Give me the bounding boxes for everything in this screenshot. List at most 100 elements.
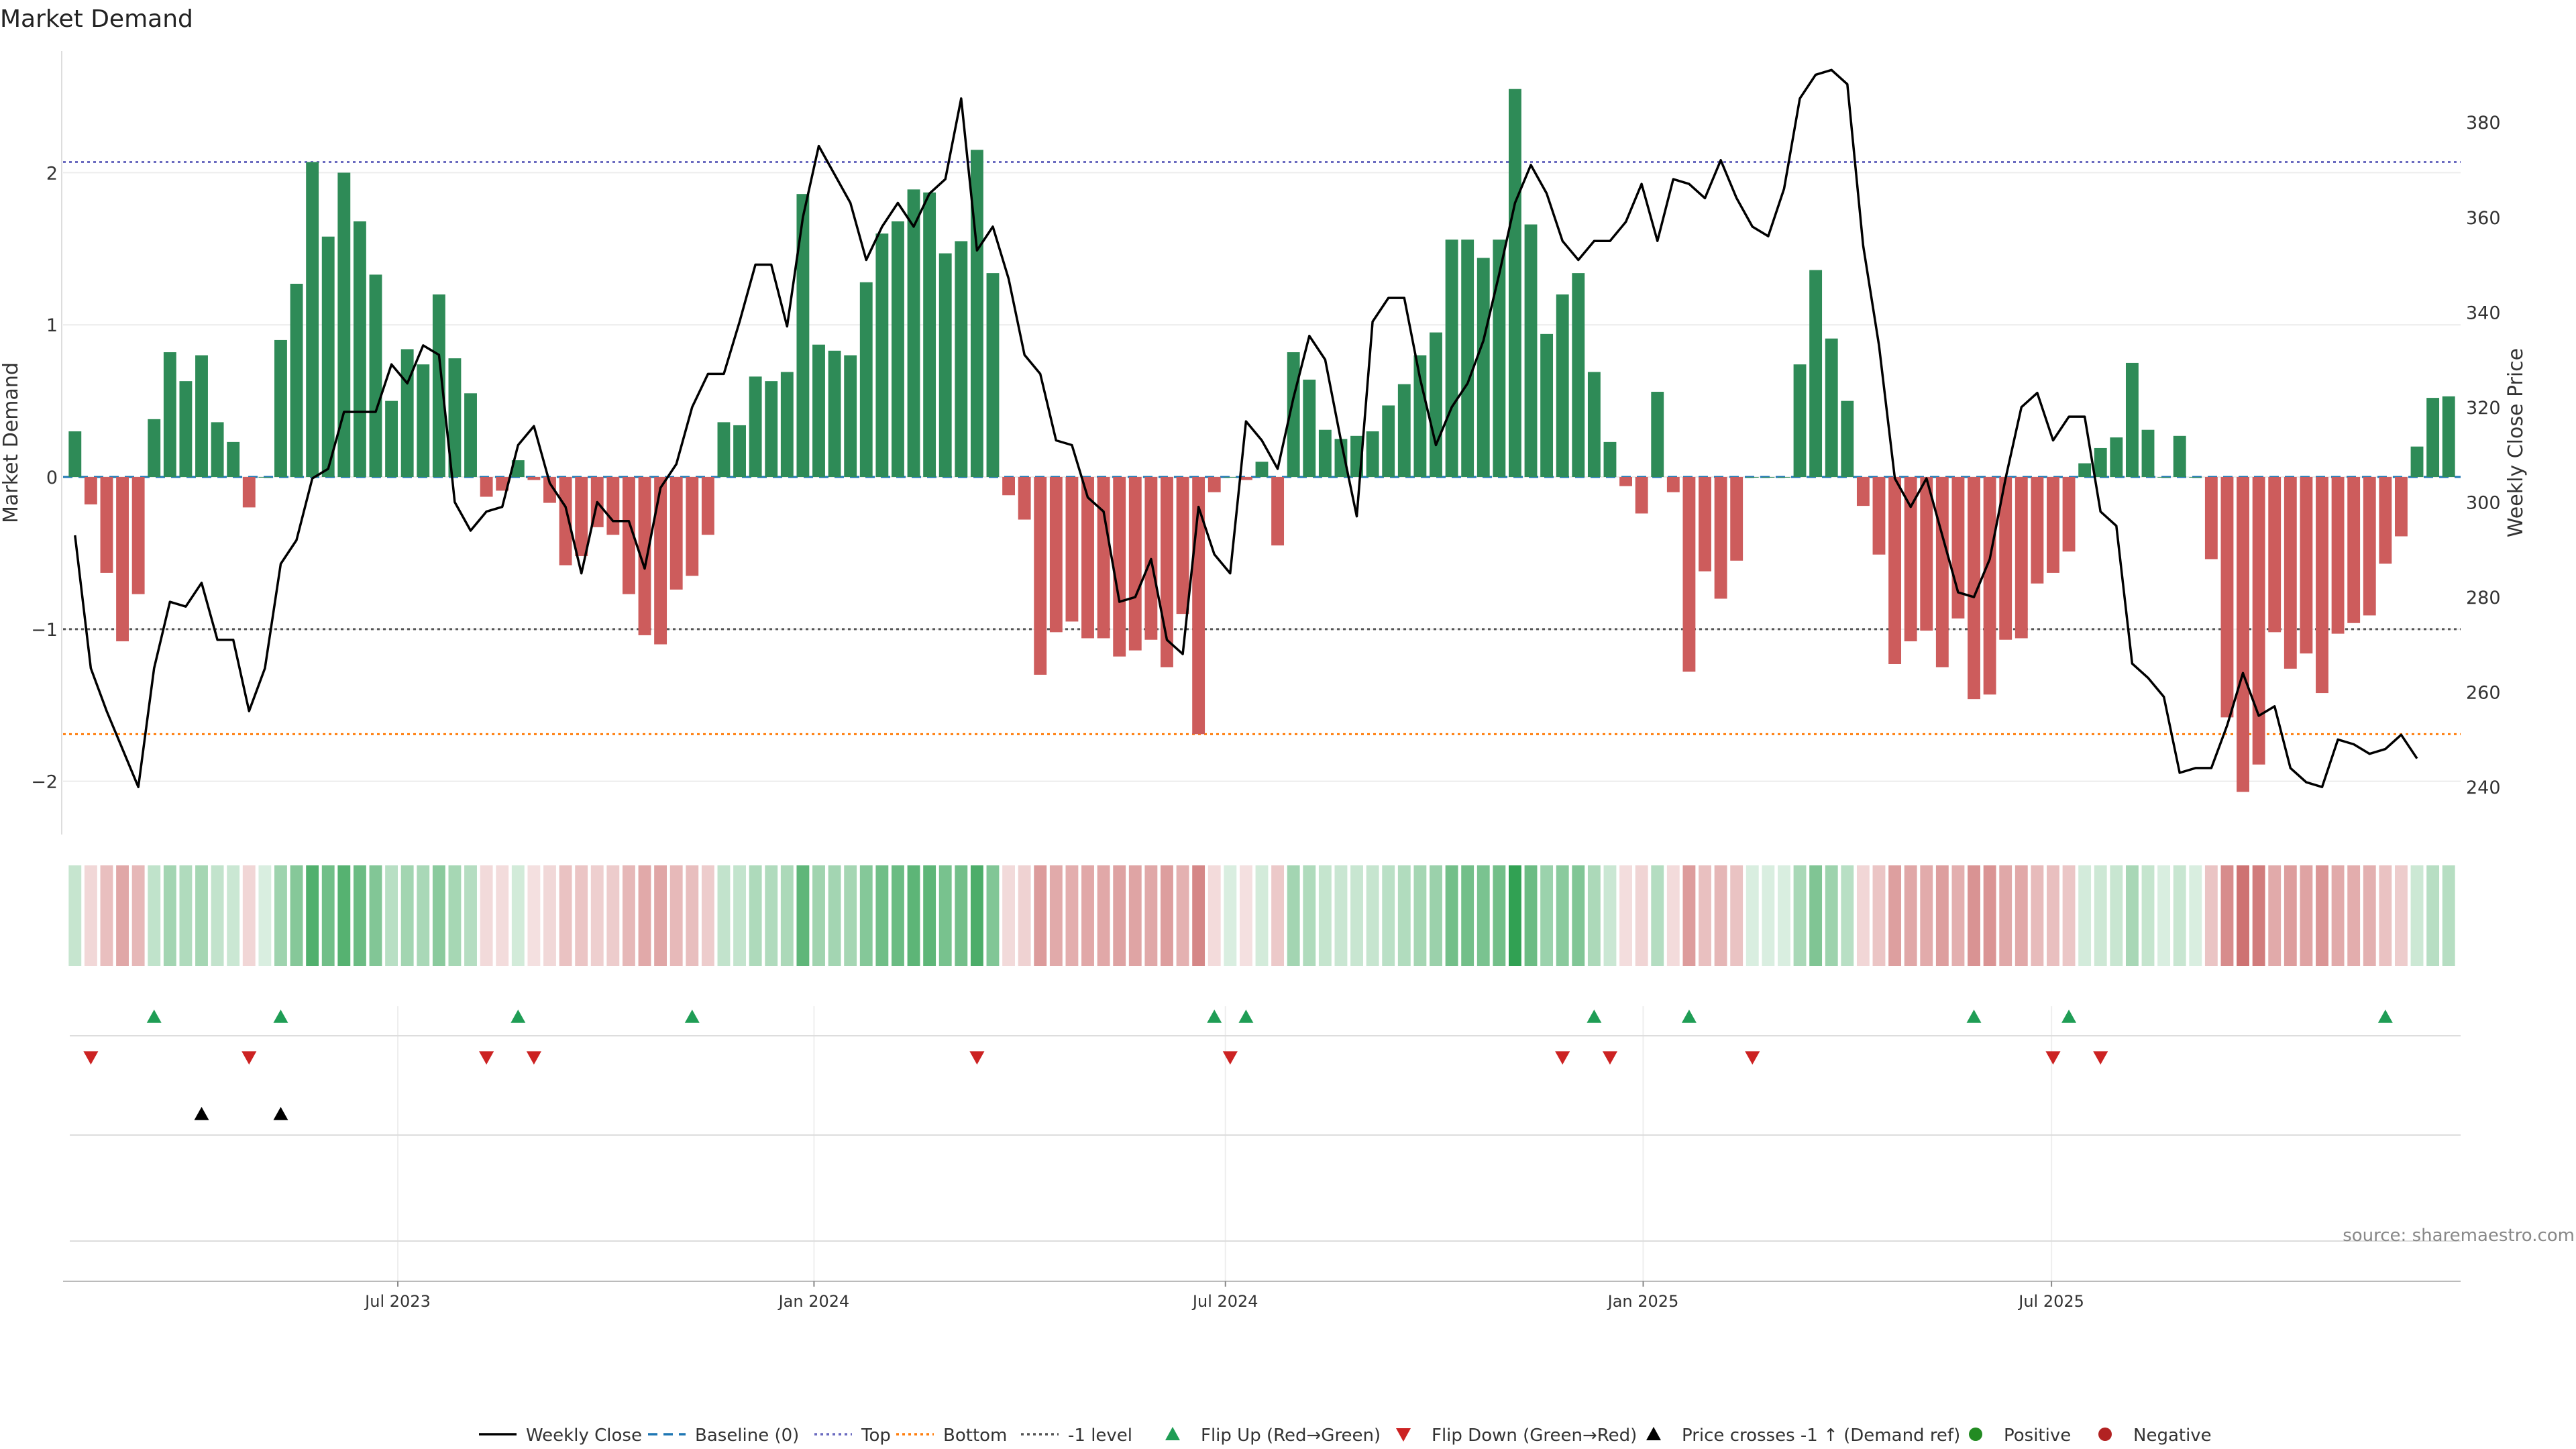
demand-bar — [559, 477, 572, 566]
demand-bar — [195, 355, 208, 478]
demand-bar — [227, 441, 240, 478]
demand-bar — [1524, 224, 1538, 478]
demand-bar — [2395, 477, 2408, 537]
heat-cell — [606, 865, 620, 966]
demand-bar — [2220, 477, 2234, 718]
demand-bar — [1951, 477, 1965, 619]
heat-cell — [1144, 865, 1158, 966]
demand-bar — [1809, 270, 1823, 478]
heat-cell — [1730, 865, 1743, 966]
heat-cell — [1128, 865, 1142, 966]
flip-down-marker — [83, 1051, 99, 1065]
heat-cell — [1904, 865, 1917, 966]
x-tick-label: Jan 2025 — [1607, 1292, 1679, 1311]
heat-cell — [1825, 865, 1838, 966]
demand-bar — [84, 477, 97, 504]
heat-cell — [211, 865, 224, 966]
heat-cell — [1271, 865, 1285, 966]
heat-cell — [1493, 865, 1506, 966]
demand-bar — [2157, 477, 2171, 478]
demand-bar — [511, 460, 525, 478]
demand-bar — [2442, 396, 2455, 478]
demand-bar — [1445, 239, 1458, 478]
heat-cell — [733, 865, 746, 966]
heat-cell — [1018, 865, 1031, 966]
flip-down-marker — [2093, 1051, 2108, 1065]
legend-swatch — [1969, 1428, 1982, 1441]
demand-bar — [1872, 477, 1886, 555]
demand-bar — [2015, 477, 2028, 639]
demand-bar — [923, 192, 936, 478]
demand-bar — [2284, 477, 2297, 669]
left-tick-label: 2 — [46, 163, 58, 184]
heat-cell — [844, 865, 857, 966]
demand-bar — [1271, 477, 1285, 546]
legend: Weekly Close Baseline (0) Top Bottom -1 leve… — [479, 1426, 2212, 1446]
demand-bar — [1888, 477, 1902, 664]
demand-bar — [1334, 439, 1348, 478]
heat-cell — [1619, 865, 1632, 966]
heat-cell — [2204, 865, 2218, 966]
heat-cell — [1572, 865, 1585, 966]
demand-bar — [796, 194, 810, 478]
demand-bar — [1746, 477, 1759, 478]
legend-item: Bottom — [896, 1426, 1007, 1446]
legend-swatch — [1165, 1427, 1180, 1440]
right-tick-label: 280 — [2466, 588, 2501, 608]
heat-cell — [2252, 865, 2265, 966]
demand-bar — [1587, 372, 1601, 478]
demand-bar — [1968, 477, 1980, 700]
demand-bar — [907, 189, 920, 478]
demand-bar — [68, 431, 82, 478]
demand-bar — [448, 358, 462, 478]
heat-cell — [1778, 865, 1790, 966]
heat-cell — [353, 865, 366, 966]
demand-bar — [400, 349, 414, 478]
demand-bar — [290, 283, 303, 478]
heat-cell — [1303, 865, 1316, 966]
heat-cell — [1762, 865, 1775, 966]
heat-cell — [2031, 865, 2044, 966]
heat-cell — [2062, 865, 2076, 966]
heat-cell — [2347, 865, 2361, 966]
heat-cell — [2125, 865, 2139, 966]
demand-bar — [955, 241, 968, 478]
demand-bar — [1366, 431, 1379, 478]
demand-bar — [970, 150, 983, 478]
flip-down-marker — [1222, 1051, 1238, 1065]
demand-bar — [669, 477, 683, 590]
demand-bar — [179, 381, 193, 478]
heat-cell — [227, 865, 240, 966]
heat-cell — [875, 865, 889, 966]
demand-bar — [2331, 477, 2345, 634]
heat-cell — [2173, 865, 2186, 966]
heat-cell — [765, 865, 778, 966]
heat-cell — [496, 865, 509, 966]
demand-bar — [258, 477, 272, 478]
heat-cell — [1983, 865, 1996, 966]
heat-cell — [2331, 865, 2345, 966]
x-tick-label: Jul 2023 — [364, 1292, 431, 1311]
reference-lines — [63, 161, 2461, 735]
heat-cell — [1603, 865, 1617, 966]
right-tick-label: 260 — [2466, 683, 2501, 704]
heat-cell — [2110, 865, 2123, 966]
heat-cell — [258, 865, 272, 966]
demand-bar — [2094, 447, 2107, 478]
demand-bar — [1113, 477, 1126, 657]
heat-cell — [970, 865, 983, 966]
demand-bar — [1856, 477, 1870, 506]
legend-item: Positive — [1969, 1426, 2071, 1446]
demand-bar — [1002, 477, 1016, 496]
flip-down-marker — [241, 1051, 257, 1065]
price-cross-marker — [194, 1107, 209, 1120]
demand-bar — [2189, 477, 2202, 478]
legend-item: Top — [814, 1426, 891, 1446]
demand-bar — [1128, 477, 1142, 651]
demand-bar — [480, 477, 493, 497]
flip-up-marker — [1681, 1010, 1697, 1023]
legend-item: Baseline (0) — [648, 1426, 799, 1446]
legend-item: Negative — [2098, 1426, 2212, 1446]
flip-down-marker — [1555, 1051, 1570, 1065]
heat-cell — [1382, 865, 1395, 966]
